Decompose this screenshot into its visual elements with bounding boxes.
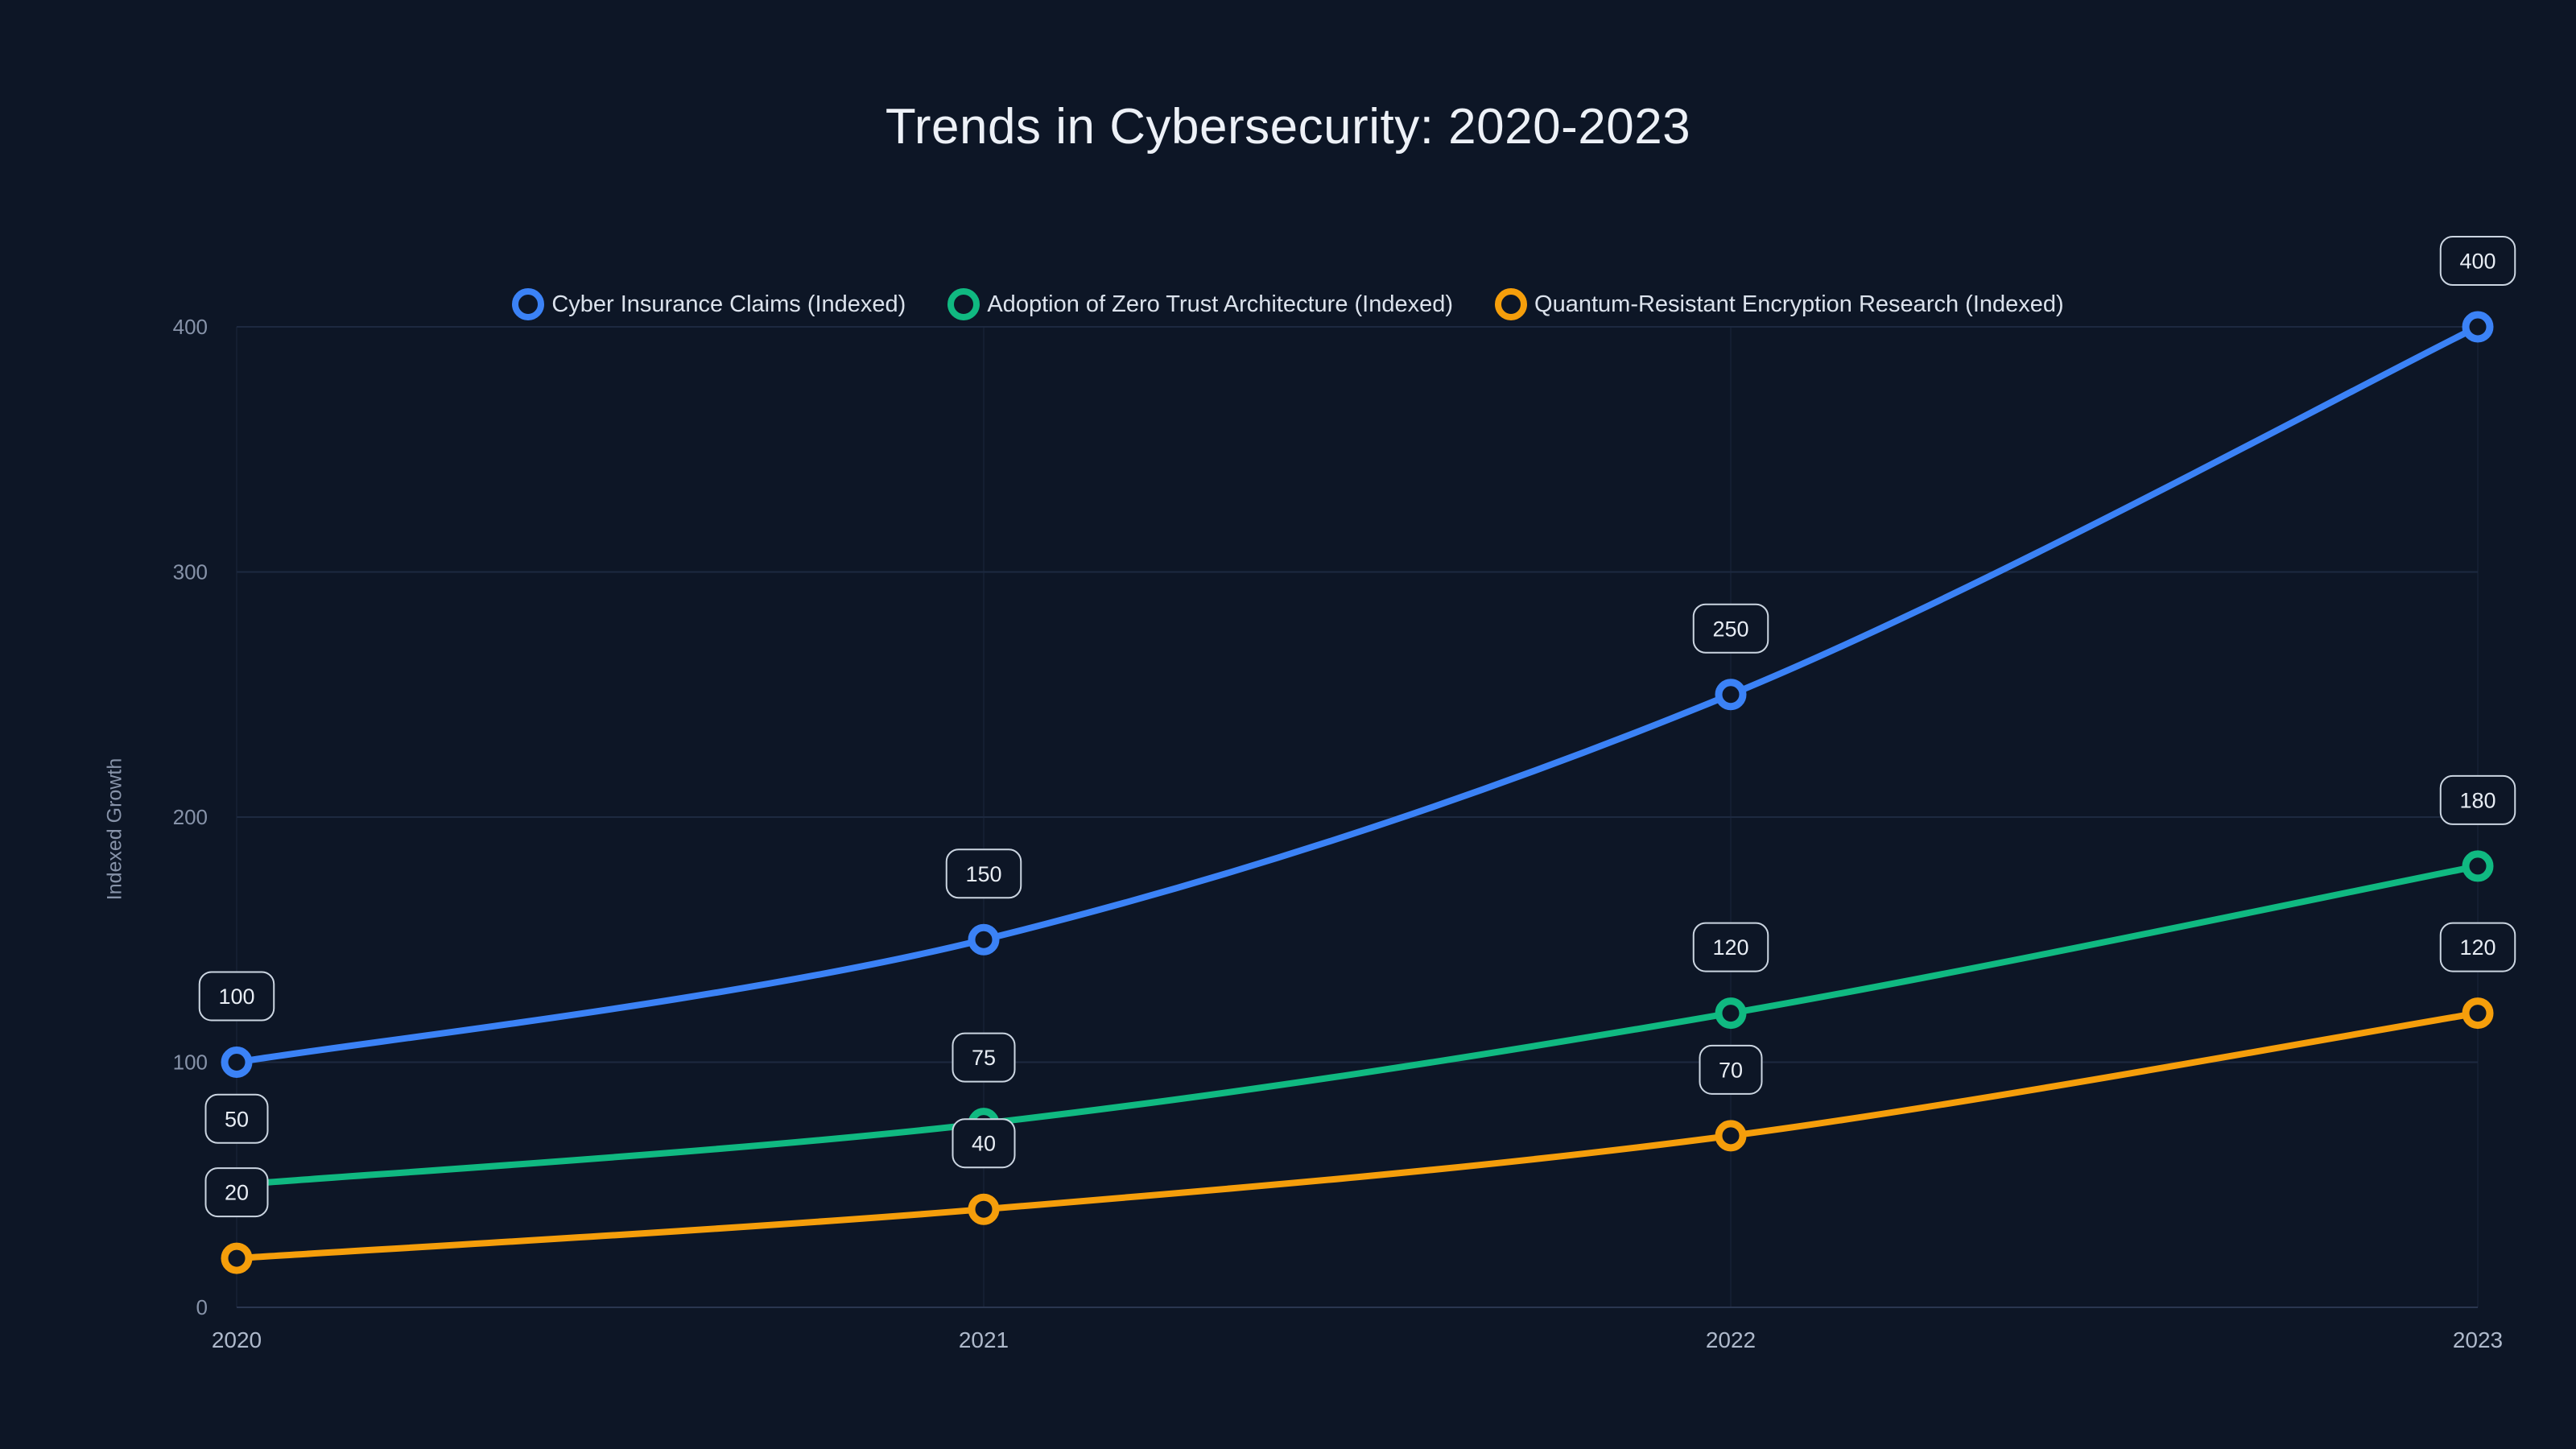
data-label-text: 180 xyxy=(2459,788,2496,812)
chart-title: Trends in Cybersecurity: 2020-2023 xyxy=(885,99,1691,155)
x-tick-label: 2021 xyxy=(959,1327,1009,1352)
data-label-pill xyxy=(2439,774,2516,825)
data-point xyxy=(1715,1120,1747,1152)
data-label-pill xyxy=(1692,603,1769,654)
y-tick-label: 200 xyxy=(173,805,208,829)
data-point xyxy=(2462,850,2494,882)
series-line xyxy=(233,1009,2481,1262)
data-point xyxy=(2462,997,2494,1030)
legend-item-label: Cyber Insurance Claims (Indexed) xyxy=(551,291,906,317)
data-label-text: 20 xyxy=(225,1181,249,1205)
data-point xyxy=(2462,311,2494,343)
data-label-text: 120 xyxy=(1712,935,1748,960)
data-point xyxy=(221,1242,253,1274)
data-point xyxy=(968,1193,1000,1225)
data-point xyxy=(968,923,1000,956)
data-label-pill xyxy=(952,1118,1016,1169)
legend-item-label: Quantum-Resistant Encryption Research (I… xyxy=(1534,291,2064,317)
data-label-text: 400 xyxy=(2459,250,2496,274)
x-tick-label: 2022 xyxy=(1706,1327,1756,1352)
data-label-pill xyxy=(198,971,275,1022)
data-label-pill xyxy=(2439,236,2516,286)
series-line xyxy=(233,862,2481,1188)
y-tick-label: 0 xyxy=(196,1295,208,1319)
legend-item-label: Adoption of Zero Trust Architecture (Ind… xyxy=(987,291,1454,317)
data-point xyxy=(1715,679,1747,711)
y-tick-label: 100 xyxy=(173,1051,208,1075)
data-label-pill xyxy=(1699,1044,1763,1095)
data-label-pill xyxy=(945,848,1022,899)
legend-item[interactable]: Adoption of Zero Trust Architecture (Ind… xyxy=(947,288,1453,320)
data-label-pill xyxy=(204,1093,269,1144)
y-tick-label: 400 xyxy=(173,315,208,339)
x-tick-label: 2020 xyxy=(212,1327,262,1352)
data-label-pill xyxy=(2439,922,2516,972)
x-tick-label: 2023 xyxy=(2453,1327,2503,1352)
data-label-text: 250 xyxy=(1712,617,1748,641)
legend-marker-icon xyxy=(1495,288,1528,320)
data-label-text: 120 xyxy=(2459,935,2496,960)
y-tick-label: 300 xyxy=(173,560,208,584)
legend-item[interactable]: Cyber Insurance Claims (Indexed) xyxy=(512,288,906,320)
data-label-text: 75 xyxy=(972,1046,996,1070)
legend-item[interactable]: Quantum-Resistant Encryption Research (I… xyxy=(1495,288,2064,320)
data-point xyxy=(1715,997,1747,1030)
data-label-text: 50 xyxy=(225,1107,249,1131)
data-point xyxy=(221,1046,253,1078)
legend-marker-icon xyxy=(947,288,980,320)
data-label-text: 40 xyxy=(972,1132,996,1156)
data-label-pill xyxy=(204,1167,269,1218)
legend: Cyber Insurance Claims (Indexed) Adoption… xyxy=(0,288,2576,320)
legend-marker-icon xyxy=(512,288,545,320)
series-line xyxy=(233,324,2481,1066)
data-label-pill xyxy=(952,1032,1016,1083)
data-label-text: 70 xyxy=(1719,1058,1743,1082)
data-label-text: 100 xyxy=(218,985,254,1009)
data-label-text: 150 xyxy=(965,862,1001,886)
data-label-pill xyxy=(1692,922,1769,972)
